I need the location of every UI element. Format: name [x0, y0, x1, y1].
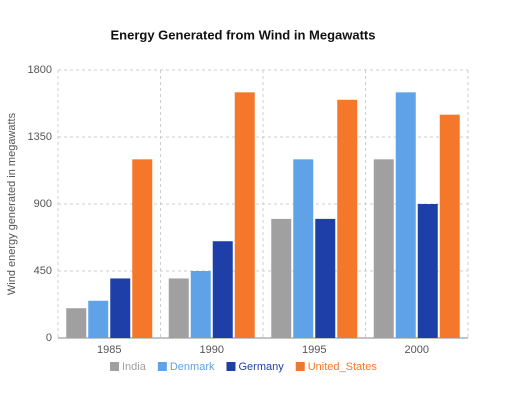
bar [439, 114, 460, 339]
y-tick-label: 1350 [28, 131, 52, 143]
legend-label: India [122, 361, 147, 373]
y-tick-label: 1800 [28, 64, 52, 76]
bar [88, 300, 109, 338]
bar [110, 278, 131, 338]
bar [373, 159, 394, 338]
x-tick-label: 2000 [405, 344, 429, 356]
legend-swatch [226, 362, 236, 371]
bar [337, 99, 358, 339]
chart-title: Energy Generated from Wind in Megawatts [111, 27, 376, 42]
bar [271, 218, 292, 338]
bar [293, 159, 314, 338]
x-tick-label: 1985 [97, 344, 121, 356]
legend-swatch [295, 362, 305, 371]
bar [315, 218, 336, 338]
legend-label: Germany [238, 361, 284, 373]
bar [234, 92, 255, 338]
y-tick-label: 450 [34, 265, 52, 277]
x-tick-label: 1990 [200, 344, 224, 356]
bar [168, 278, 189, 338]
x-tick-label: 1995 [302, 344, 326, 356]
bar [395, 92, 416, 338]
bar [190, 271, 211, 338]
y-tick-label: 0 [46, 332, 52, 344]
bar [132, 159, 153, 338]
bar [212, 241, 233, 338]
legend-label: Denmark [170, 361, 215, 373]
bar [66, 308, 87, 338]
legend-swatch [110, 362, 119, 371]
legend-label: United_States [308, 361, 378, 373]
y-tick-label: 900 [34, 198, 52, 210]
y-axis-label: Wind energy generated in megawatts [6, 112, 18, 295]
legend-swatch [157, 362, 167, 371]
bar [417, 204, 438, 338]
